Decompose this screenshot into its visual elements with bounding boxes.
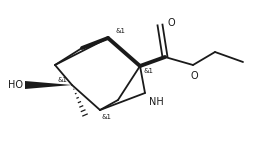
Polygon shape: [25, 81, 72, 89]
Text: NH: NH: [149, 97, 164, 107]
Text: &1: &1: [102, 114, 112, 120]
Text: HO: HO: [8, 80, 23, 90]
Text: &1: &1: [58, 77, 68, 83]
Text: O: O: [168, 18, 176, 28]
Text: &1: &1: [144, 68, 154, 74]
Text: &1: &1: [116, 28, 126, 34]
Text: O: O: [190, 71, 198, 81]
